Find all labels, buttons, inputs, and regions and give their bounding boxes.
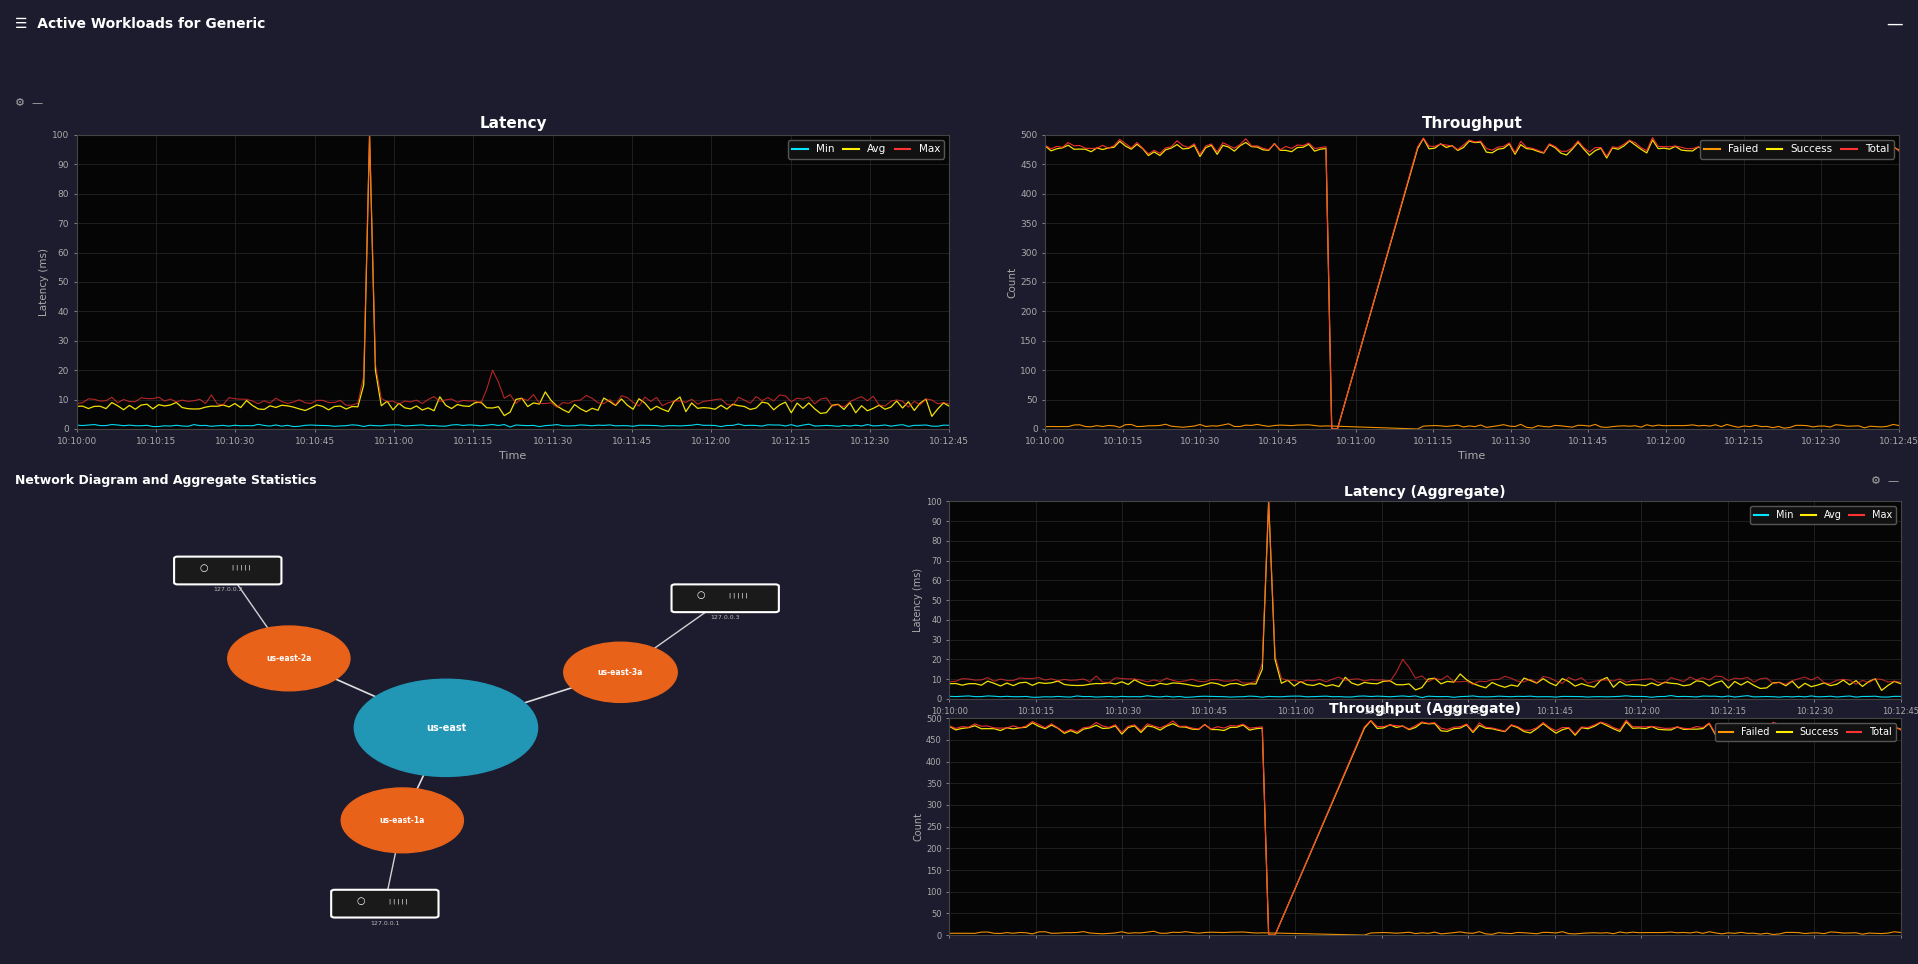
Text: —: — <box>1885 14 1903 33</box>
Text: ○: ○ <box>357 896 364 906</box>
Text: 127.0.0.3: 127.0.0.3 <box>710 615 740 620</box>
X-axis label: Time: Time <box>1412 721 1438 731</box>
Y-axis label: Count: Count <box>913 812 923 842</box>
Title: Latency (Aggregate): Latency (Aggregate) <box>1345 485 1506 498</box>
Y-axis label: Count: Count <box>1007 266 1018 298</box>
FancyBboxPatch shape <box>332 890 439 918</box>
Text: us-east-1a: us-east-1a <box>380 816 426 825</box>
Legend: Failed, Success, Total: Failed, Success, Total <box>1699 140 1893 158</box>
Text: | | | | |: | | | | | <box>729 593 748 599</box>
Y-axis label: Latency (ms): Latency (ms) <box>38 248 50 316</box>
Text: ⚙  —: ⚙ — <box>15 98 44 108</box>
Legend: Min, Avg, Max: Min, Avg, Max <box>1749 506 1895 523</box>
Title: Latency: Latency <box>480 116 547 131</box>
FancyBboxPatch shape <box>671 584 779 612</box>
Circle shape <box>341 788 464 853</box>
Y-axis label: Latency (ms): Latency (ms) <box>913 568 923 632</box>
Circle shape <box>228 626 349 691</box>
Text: us-east-3a: us-east-3a <box>598 668 643 677</box>
X-axis label: Time: Time <box>1458 451 1486 461</box>
Text: us-east-2a: us-east-2a <box>267 654 311 663</box>
Text: ○: ○ <box>696 591 706 601</box>
Text: us-east: us-east <box>426 723 466 733</box>
Legend: Failed, Success, Total: Failed, Success, Total <box>1715 723 1895 740</box>
Text: ☰  Active Workloads for Generic: ☰ Active Workloads for Generic <box>15 16 267 31</box>
Text: | | | | |: | | | | | <box>232 565 249 571</box>
Circle shape <box>564 642 677 703</box>
Legend: Min, Avg, Max: Min, Avg, Max <box>788 140 944 158</box>
Circle shape <box>355 680 537 776</box>
Text: 127.0.0.2: 127.0.0.2 <box>213 587 242 593</box>
Text: ○: ○ <box>199 563 207 573</box>
Text: 127.0.0.1: 127.0.0.1 <box>370 921 399 925</box>
Title: Throughput (Aggregate): Throughput (Aggregate) <box>1329 702 1521 715</box>
FancyBboxPatch shape <box>175 556 282 584</box>
Text: | | | | |: | | | | | <box>389 898 407 903</box>
Text: ⚙  —: ⚙ — <box>1870 475 1899 486</box>
X-axis label: Time: Time <box>499 451 527 461</box>
Text: Network Diagram and Aggregate Statistics: Network Diagram and Aggregate Statistics <box>15 474 316 487</box>
Title: Throughput: Throughput <box>1421 116 1523 131</box>
